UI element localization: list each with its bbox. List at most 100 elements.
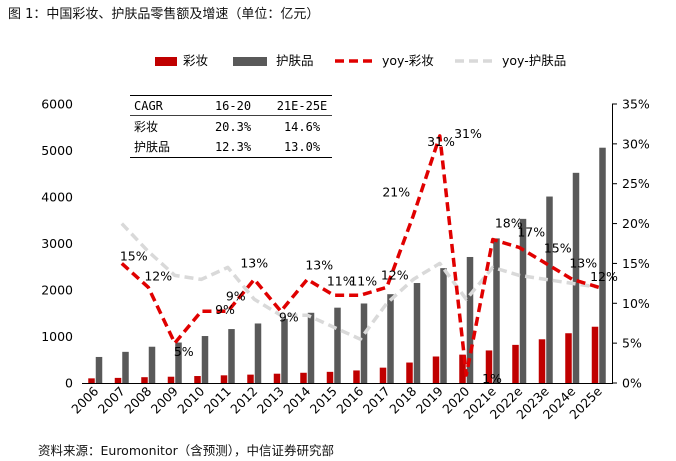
yoy-cosmetics-label: 1% [482,371,502,386]
yoy-cosmetics-label: 13% [240,255,268,270]
bars [88,147,606,383]
x-tick-label: 2009 [148,383,181,416]
bar-cosmetics [300,372,307,383]
bar-cosmetics [326,371,334,383]
right-tick-label: 25% [622,176,650,191]
x-tick-label: 2007 [95,384,128,417]
right-axis: 0% 5% 10% 15% 20% 25% 30% 35% [612,97,650,391]
right-tick-label: 35% [622,97,650,112]
cagr-table: CAGR 16-20 21E-25E 彩妆 20.3% 14.6% 护肤品 12… [130,95,332,158]
bar-skincare [387,294,394,383]
x-tick-label: 2011 [201,384,234,417]
table-row-label-skincare: 护肤品 [134,139,170,154]
yoy-cosmetics-label: 5% [174,344,194,359]
bar-skincare [466,256,474,383]
legend-swatch-skincare [233,57,267,66]
yoy-cosmetics-label: 13% [305,257,333,272]
yoy-cosmetics-label: 12% [590,269,618,284]
yoy-cosmetics-label: 11% [349,273,377,288]
bar-skincare [360,303,368,383]
bar-cosmetics [167,376,175,383]
bar-cosmetics [459,354,466,383]
bar-skincare [599,147,606,383]
left-axis: 0 1000 2000 3000 4000 5000 6000 [41,97,73,391]
x-tick-label: 2019 [413,383,446,416]
table-header-21e-25e: 21E-25E [277,99,328,113]
table-cell-cosmetics-16-20: 20.3% [215,120,252,134]
left-tick-label: 0 [65,376,73,391]
table-header-cagr: CAGR [134,99,164,113]
bar-cosmetics [591,326,599,383]
bar-cosmetics [247,374,254,383]
right-tick-label: 20% [622,216,650,231]
right-tick-label: 5% [622,336,642,351]
point-labels: 15%12%5%9%9%13%9%13%11%11% 12%21%31%1%18%… [120,126,618,386]
bar-cosmetics [406,362,413,383]
table-header-16-20: 16-20 [215,99,251,113]
legend: 彩妆 护肤品 yoy-彩妆 yoy-护肤品 [155,53,566,68]
bar-cosmetics [432,356,440,383]
yoy-cosmetics-label: 9% [215,302,235,317]
bar-cosmetics [114,377,122,383]
bar-skincare [228,329,235,383]
yoy-cosmetics-label: 15% [120,248,148,263]
bar-cosmetics [485,350,493,383]
bar-cosmetics [141,377,148,383]
bar-cosmetics [88,378,95,383]
bar-skincare [122,351,129,383]
bar-skincare [201,336,209,383]
bar-skincare [254,323,262,383]
figure-title: 图 1：中国彩妆、护肤品零售额及增速（单位：亿元） [8,7,320,22]
legend-label-cosmetics: 彩妆 [183,53,208,68]
bar-cosmetics [379,367,387,383]
x-tick-label: 2008 [121,383,154,416]
left-tick-label: 6000 [41,97,73,112]
bar-cosmetics [273,373,281,383]
right-tick-label: 15% [622,256,650,271]
yoy-cosmetics-label: 21% [382,185,410,200]
bar-skincare [95,356,103,383]
right-tick-label: 30% [622,136,650,151]
table-row-label-cosmetics: 彩妆 [134,120,158,134]
left-tick-label: 1000 [41,329,73,344]
bar-skincare [572,172,580,383]
right-tick-label: 0% [622,376,642,391]
bar-cosmetics [512,344,519,383]
bar-skincare [440,268,447,383]
legend-label-yoy-skincare: yoy-护肤品 [502,53,566,68]
lines [120,134,600,377]
left-tick-label: 2000 [41,283,73,298]
right-tick-label: 10% [622,296,650,311]
bar-skincare [519,218,527,383]
legend-label-yoy-cosmetics: yoy-彩妆 [382,53,434,68]
x-tick-label: 2015 [307,384,340,417]
yoy-cosmetics-label: 9% [226,288,246,303]
x-tick-label: 2013 [254,384,287,417]
yoy-cosmetics-label: 31% [427,134,455,149]
bar-cosmetics [194,376,201,383]
x-tick-label: 2017 [360,384,393,417]
bar-skincare [413,283,421,383]
x-tick-label: 2012 [227,384,260,417]
bar-cosmetics [538,339,546,383]
left-tick-label: 5000 [41,143,73,158]
left-tick-label: 4000 [41,190,73,205]
yoy-cosmetics-label: 12% [381,267,409,282]
bar-skincare [546,196,553,383]
bar-cosmetics [565,333,572,383]
x-tick-label: 2006 [68,383,101,416]
yoy-cosmetics-label: 17% [517,224,545,239]
line-yoy-cosmetics [120,134,600,377]
bar-skincare [148,346,156,383]
bar-skincare [281,318,288,383]
yoy-cosmetics-label: 13% [569,255,597,270]
x-tick-label: 2016 [333,383,366,416]
bar-skincare [334,307,341,383]
line-yoy-skincare [120,222,600,341]
yoy-cosmetics-label: 11% [327,273,355,288]
yoy-cosmetics-label: 12% [144,268,172,283]
legend-label-skincare: 护肤品 [276,53,314,68]
left-tick-label: 3000 [41,236,73,251]
bar-skincare [307,312,315,383]
